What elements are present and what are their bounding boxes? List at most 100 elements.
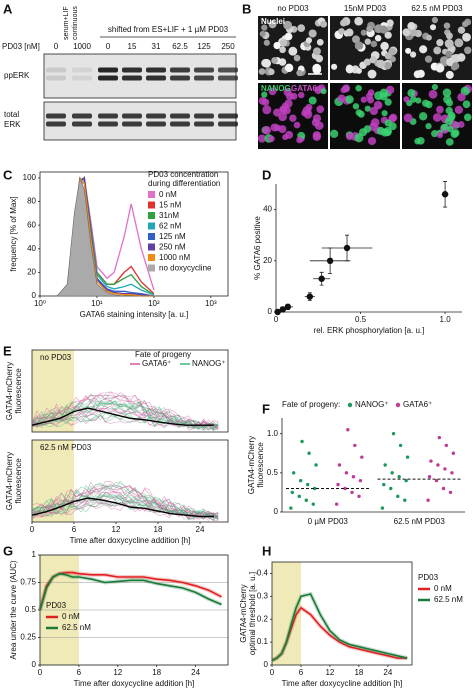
nucleus xyxy=(386,19,394,27)
lane-label: 125 xyxy=(197,42,211,51)
legend-dot xyxy=(347,402,353,408)
x-tick-label: 12 xyxy=(325,668,334,677)
dot xyxy=(441,486,446,491)
cell xyxy=(363,125,372,133)
band xyxy=(122,67,142,73)
band xyxy=(218,113,238,119)
mean-line xyxy=(31,497,214,518)
nucleus xyxy=(283,20,293,30)
lane-header: shifted from ES+LIF + 1 µM PD03 xyxy=(108,25,229,34)
band xyxy=(46,121,66,127)
dot xyxy=(344,471,349,475)
lane-label: 250 xyxy=(221,42,235,51)
legend-label: NANOG⁺ xyxy=(355,400,389,409)
background-trace xyxy=(31,491,219,519)
y-tick-label: 1.0 xyxy=(267,429,279,438)
dot xyxy=(290,490,294,495)
band xyxy=(146,75,166,81)
x-axis-label: rel. ERK phosphorylation [a. u.] xyxy=(314,326,425,335)
y-axis-label: Area under the curve (AUC) xyxy=(9,560,18,659)
series-line xyxy=(39,572,222,611)
dot xyxy=(451,451,456,455)
y-tick-label: 80 xyxy=(27,197,36,206)
legend-label: 62 nM xyxy=(159,222,182,231)
cell xyxy=(258,96,267,105)
cell xyxy=(279,105,288,114)
nucleus xyxy=(271,57,278,64)
cell xyxy=(293,121,301,129)
nucleus xyxy=(296,69,303,77)
blot-label: ERK xyxy=(4,120,21,129)
x-tick-label: 10² xyxy=(148,299,160,308)
column-label: 62.5 nM PD03 xyxy=(411,4,463,13)
cell xyxy=(289,114,297,122)
cell xyxy=(441,124,448,131)
y-axis-label: fluorescence xyxy=(14,368,23,414)
cell xyxy=(432,113,442,122)
point xyxy=(306,293,314,300)
cell xyxy=(296,136,303,144)
band xyxy=(122,121,142,127)
cell xyxy=(454,105,463,114)
legend-title: Fate of progeny xyxy=(135,350,191,359)
nucleus xyxy=(354,41,364,50)
x-tick-label: 10³ xyxy=(205,299,217,308)
band xyxy=(98,121,118,127)
legend-label: 250 nM xyxy=(159,243,186,252)
dot xyxy=(337,463,342,467)
legend-swatch xyxy=(148,233,155,240)
background-trace xyxy=(31,411,219,431)
y-axis-label: GATA4-mCherry xyxy=(5,452,14,510)
x-tick-label: 0.5 xyxy=(355,315,367,324)
x-tick-label: 18 xyxy=(154,525,163,534)
legend-swatch xyxy=(148,264,155,272)
background-trace xyxy=(31,394,219,428)
y-tick-label: 0.3 xyxy=(257,591,269,600)
y-tick-label: 0.2 xyxy=(257,614,269,623)
y-tick-label: 40 xyxy=(27,244,36,253)
cell xyxy=(385,85,395,95)
y-tick-label: 1 xyxy=(32,550,37,559)
mean-line xyxy=(31,407,214,426)
nucleus xyxy=(462,32,471,42)
dot xyxy=(307,451,311,455)
legend-label: NANOG⁺ xyxy=(192,359,226,368)
dot xyxy=(350,490,354,495)
x-tick-label: 1.0 xyxy=(440,315,452,324)
dot xyxy=(396,494,400,499)
cell xyxy=(340,86,347,94)
dot xyxy=(346,428,350,432)
legend-label: 62.5 nM xyxy=(62,623,91,632)
series-line xyxy=(271,593,408,662)
cell xyxy=(384,98,392,106)
cell xyxy=(316,105,325,114)
dot xyxy=(404,478,408,483)
nucleus xyxy=(444,39,454,49)
x-tick-label: 62.5 nM PD03 xyxy=(394,517,446,526)
dot xyxy=(289,506,293,510)
cell xyxy=(418,112,428,121)
background-trace xyxy=(31,485,219,519)
x-tick-label: 24 xyxy=(383,668,392,677)
nucleus xyxy=(445,50,453,58)
band xyxy=(98,75,118,81)
dot xyxy=(358,478,363,483)
x-tick-label: 24 xyxy=(191,668,200,677)
subplot-title: 62.5 nM PD03 xyxy=(40,443,92,452)
nucleus xyxy=(383,61,392,70)
point xyxy=(279,306,286,313)
cell xyxy=(283,87,292,97)
cell xyxy=(365,92,373,100)
band xyxy=(98,67,118,73)
nucleus xyxy=(345,28,354,37)
cell xyxy=(270,123,279,132)
band xyxy=(170,75,190,81)
dot xyxy=(297,494,301,499)
panel-label: A xyxy=(3,1,13,16)
cell xyxy=(352,103,360,110)
y-tick-label: 20 xyxy=(27,267,36,276)
nucleus xyxy=(320,20,328,28)
cell xyxy=(431,83,438,91)
stain-label: NANOG xyxy=(261,84,291,93)
dot xyxy=(305,482,310,487)
